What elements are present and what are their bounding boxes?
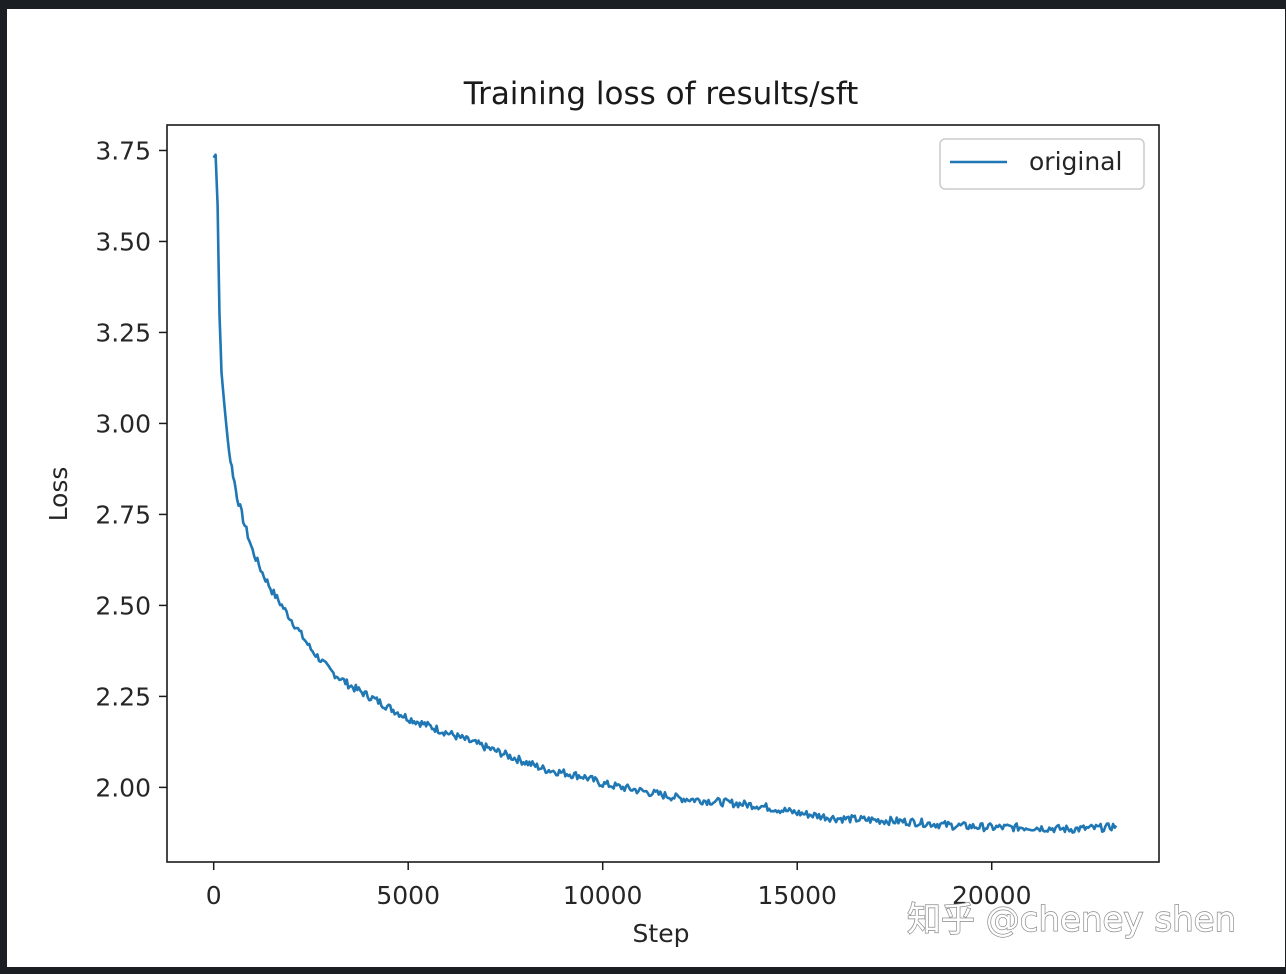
- chart-title: Training loss of results/sft: [463, 76, 859, 112]
- x-tick-label: 20000: [952, 881, 1032, 910]
- y-tick-label: 2.75: [95, 500, 151, 529]
- y-tick-label: 3.50: [95, 227, 151, 256]
- y-axis-label: Loss: [44, 467, 73, 522]
- x-tick-label: 10000: [563, 881, 643, 910]
- y-tick-label: 3.75: [95, 136, 151, 165]
- y-tick-label: 2.00: [95, 773, 151, 802]
- y-tick-label: 2.25: [95, 682, 151, 711]
- legend: original: [939, 138, 1145, 190]
- watermark-text: 知乎 @cheney shen: [907, 900, 1236, 940]
- y-tick-label: 3.00: [95, 409, 151, 438]
- line-chart: Training loss of results/sft 0 5000 10000 1…: [44, 76, 1237, 948]
- plot-area: [166, 124, 1160, 863]
- y-tick-label: 3.25: [95, 318, 151, 347]
- y-tick-label: 2.50: [95, 591, 151, 620]
- watermark: 知乎 @cheney shen: [906, 899, 1236, 940]
- x-axis-ticks: 0 5000 10000 15000 20000: [206, 862, 1032, 910]
- legend-label-original: original: [1029, 147, 1122, 176]
- legend-box: [939, 138, 1145, 190]
- x-tick-label: 5000: [376, 881, 440, 910]
- x-axis-label: Step: [633, 919, 690, 948]
- figure-frame: Training loss of results/sft 0 5000 10000 1…: [7, 9, 1285, 967]
- y-axis-ticks: 2.00 2.25 2.50 2.75 3.00 3.25 3.50 3.75: [95, 136, 167, 802]
- x-tick-label: 15000: [757, 881, 837, 910]
- x-tick-label: 0: [206, 881, 222, 910]
- series-line-original: [212, 153, 1118, 834]
